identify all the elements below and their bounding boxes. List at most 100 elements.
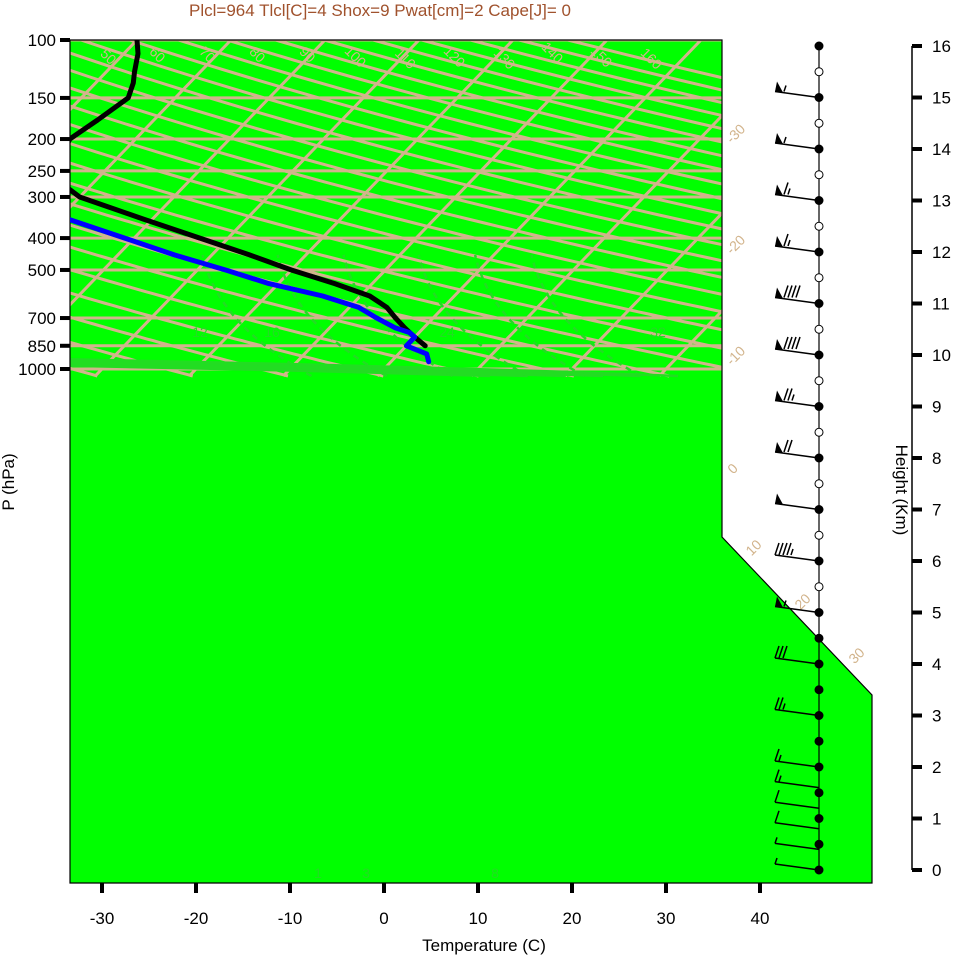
wind-level-dot: [814, 530, 824, 540]
y-axis-label: P (hPa): [0, 453, 18, 510]
dry-adiabat-lines: [70, 40, 872, 378]
wind-barb-half: [778, 775, 782, 782]
wind-level-dot: [814, 273, 824, 283]
wind-barb-tick: [787, 285, 793, 298]
moist-adiabat-label: 24: [439, 324, 455, 340]
green-band: [180, 40, 872, 883]
wind-barb: [774, 863, 820, 871]
wind-barb-half: [791, 394, 795, 401]
isotherm-line: [70, 40, 139, 378]
dry-adiabat-line: [177, 40, 872, 378]
wind-barb-tick: [774, 748, 780, 762]
moist-adiabat-label: 16: [264, 324, 280, 340]
dry-adiabat-line: [70, 40, 765, 378]
y-tick-label: 850: [28, 337, 56, 356]
temperature-profile: [70, 40, 428, 349]
wind-barb-flag: [775, 596, 783, 608]
height-tick-label: 2: [932, 758, 941, 777]
wind-barb: [774, 90, 820, 99]
wind-level-dot: [814, 839, 824, 849]
wind-barb-flag: [775, 442, 783, 453]
x-tick-label: 20: [563, 909, 582, 928]
x-axis: -30 -20 -10 0 10 20 30 40: [90, 882, 770, 928]
height-tick-label: 13: [932, 192, 951, 211]
x-tick-label: 30: [657, 909, 676, 928]
wind-barb: [774, 605, 820, 614]
wind-barb-tick: [774, 697, 780, 710]
wind-barb-tick: [783, 439, 789, 453]
mixing-ratio-line: [276, 254, 388, 378]
wind-barb-tick: [787, 336, 793, 350]
dry-adiabat-line: [70, 40, 872, 378]
isotherm-line: [376, 40, 703, 378]
height-tick-label: 10: [932, 346, 951, 365]
wind-barb-half: [787, 188, 791, 195]
height-tick-label: 11: [932, 295, 950, 314]
wind-barb-half: [783, 136, 787, 144]
wind-barb-tick: [778, 542, 784, 556]
wind-barb-half: [782, 703, 786, 710]
wind-barb-tick: [778, 697, 784, 710]
mixing-ratio-label: 1: [314, 865, 322, 881]
height-tick-label: 3: [932, 707, 941, 726]
wind-barb: [774, 245, 820, 253]
moist-adiabat-label: 32: [650, 324, 666, 340]
isotherm-line: [70, 40, 233, 378]
height-tick-label: 8: [932, 449, 941, 468]
wind-barb-half: [787, 239, 791, 247]
wind-barb: [774, 780, 820, 789]
wind-barb-tick: [787, 439, 793, 453]
green-band: [70, 40, 872, 883]
wind-barb-half: [778, 754, 782, 762]
isotherm-label: -30: [723, 121, 749, 147]
wind-level-dot: [814, 118, 824, 128]
x-tick-label: 40: [751, 909, 770, 928]
dry-adiabat-line: [70, 40, 194, 378]
mixing-ratio-line: [530, 254, 642, 378]
wind-level-dot: [814, 41, 824, 51]
wind-barb: [774, 451, 820, 459]
wind-level-dot: [814, 582, 824, 592]
wind-level-dot: [814, 376, 824, 386]
wind-level-dot: [814, 324, 824, 334]
wind-barb-tick: [774, 645, 780, 659]
sounding-profiles: [70, 40, 432, 365]
wind-barb-half: [774, 857, 778, 865]
isotherm-label: 0: [724, 460, 741, 477]
height-tick-label: 16: [932, 37, 951, 56]
height-tick-label: 1: [932, 810, 941, 829]
mixing-ratio-line: [473, 254, 585, 378]
wind-barb: [774, 296, 820, 305]
isotherm-label: -20: [723, 232, 749, 258]
x-axis-label: Temperature (C): [422, 936, 546, 955]
wind-barb-flag: [775, 81, 783, 93]
wind-barb-tick: [783, 233, 789, 247]
y-axis: 100 150 200 250 300 400 500 700 850 1000: [18, 31, 70, 379]
wind-barb-flag: [775, 493, 783, 505]
wind-barb-tick: [774, 769, 780, 782]
wind-barb-half: [783, 600, 787, 607]
wind-barb: [774, 822, 820, 830]
wind-barb-tick: [782, 645, 788, 659]
wind-barb-flag: [775, 339, 783, 350]
x-tick-label: 0: [379, 909, 388, 928]
x-tick-label: -30: [90, 909, 115, 928]
wind-barb-tick: [795, 285, 801, 298]
wind-barb: [774, 399, 820, 408]
dry-adiabat-line: [70, 40, 872, 378]
wind-barb: [774, 348, 820, 356]
wind-barb: [774, 554, 820, 562]
wind-level-dot: [814, 67, 824, 77]
wind-level-dot: [814, 479, 824, 489]
isotherm-line: [70, 40, 327, 378]
y-tick-label: 100: [28, 31, 56, 50]
dry-adiabat-line: [129, 40, 872, 378]
wind-level-dot: [814, 221, 824, 231]
wind-level-dot: [814, 633, 824, 643]
wind-barb-flag: [775, 236, 783, 247]
dry-adiabat-line: [70, 40, 872, 378]
dry-adiabat-line: [70, 40, 384, 378]
